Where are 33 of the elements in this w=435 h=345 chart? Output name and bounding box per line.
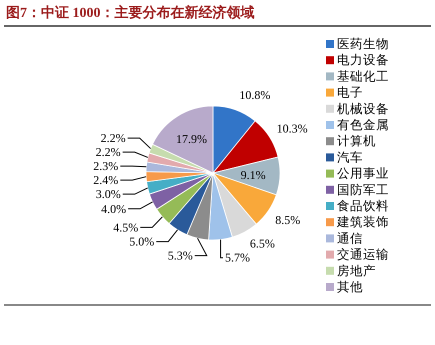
data-label: 2.2% [100, 131, 126, 146]
data-label: 9.1% [240, 168, 266, 182]
data-label: 17.9% [176, 132, 208, 146]
legend-label: 房地产 [337, 262, 376, 278]
legend-label: 汽车 [337, 150, 363, 164]
data-label: 4.0% [101, 202, 126, 216]
data-label: 5.0% [129, 234, 154, 249]
legend-label: 建筑装饰 [336, 215, 389, 230]
data-label: 5.3% [168, 248, 193, 263]
legend-label: 有色金属 [337, 118, 389, 132]
legend-label: 交通运输 [337, 246, 389, 262]
legend-label: 其他 [337, 280, 363, 294]
legend-label: 国防军工 [337, 182, 389, 197]
chart-title: 图7：中证 1000：主要分布在新经济领域 [6, 4, 254, 21]
data-label: 4.5% [113, 220, 138, 234]
legend-label: 机械设备 [337, 102, 389, 116]
data-label: 2.4% [93, 173, 118, 188]
legend-label: 电力设备 [337, 53, 389, 68]
data-label: 5.7% [225, 250, 250, 265]
data-label: 6.5% [250, 236, 275, 251]
data-label: 10.8% [239, 88, 270, 102]
data-label: 10.3% [276, 122, 308, 136]
legend-label: 食品饮料 [337, 199, 389, 213]
legend-label: 电子 [337, 86, 363, 100]
data-label: 2.2% [96, 145, 121, 160]
data-label: 2.3% [93, 159, 118, 174]
data-label: 3.0% [96, 187, 121, 202]
legend-label: 计算机 [337, 134, 376, 148]
legend-label: 通信 [337, 231, 363, 246]
legend-label: 公用事业 [337, 166, 389, 181]
legend-label: 医药生物 [337, 37, 389, 51]
data-label: 8.5% [275, 212, 300, 227]
legend-label: 基础化工 [337, 69, 389, 84]
